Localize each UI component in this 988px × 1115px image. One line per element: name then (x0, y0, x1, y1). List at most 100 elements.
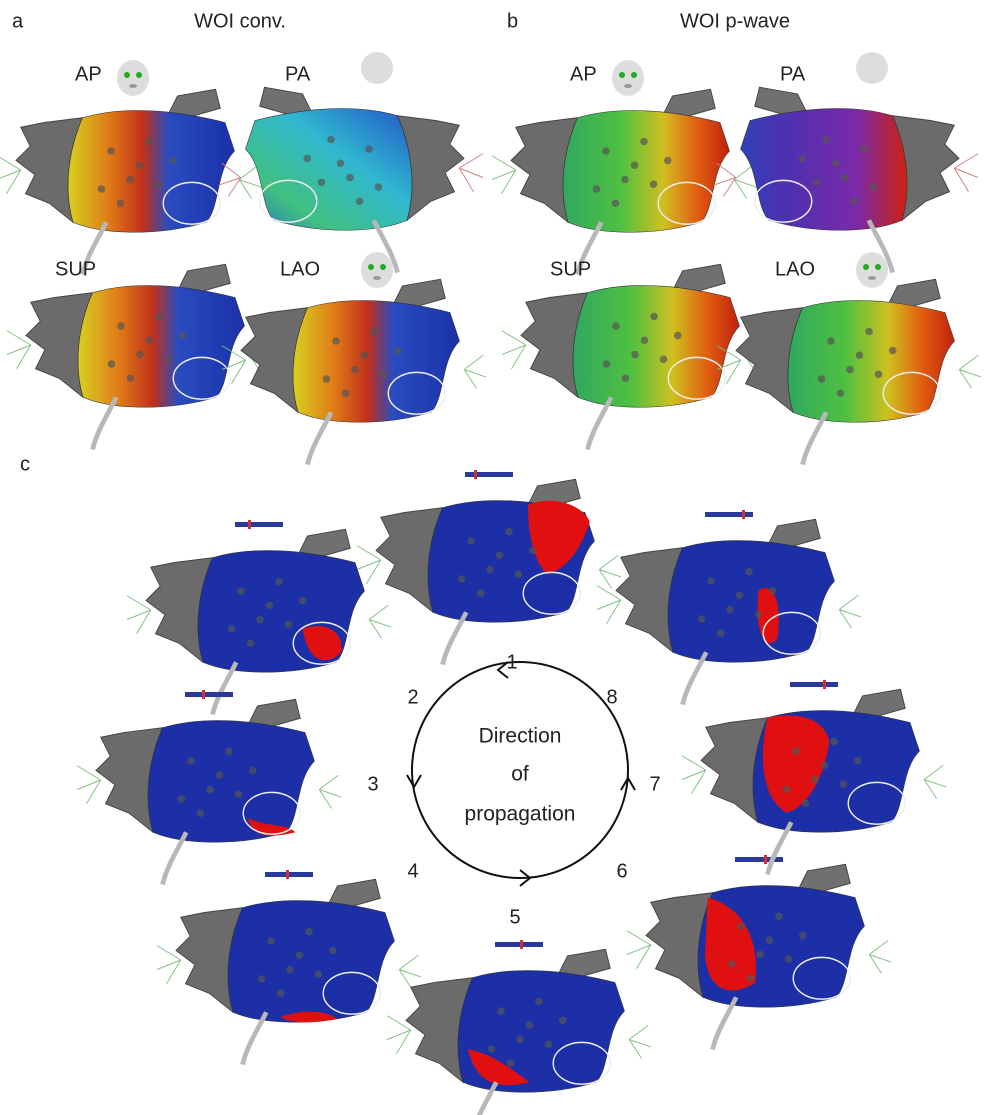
catheter (93, 397, 117, 449)
label: Direction (479, 725, 562, 748)
scar-spot (303, 155, 311, 163)
mouth (129, 84, 137, 88)
scar-spot (621, 176, 629, 184)
orientation-face (856, 252, 888, 288)
scar-spot (380, 370, 388, 378)
catheter (308, 412, 332, 464)
atrium-map (7, 264, 271, 449)
catheter (683, 652, 707, 704)
scar-spot (516, 1036, 524, 1044)
scar-spot (136, 351, 144, 359)
catheter (803, 412, 827, 464)
scar-spot (840, 780, 848, 788)
scar-spot (206, 786, 214, 794)
label: 1 (506, 651, 517, 673)
scar-spot (329, 947, 337, 955)
atrium-body (68, 110, 234, 232)
scar-spot (165, 355, 173, 363)
scar-spot (755, 610, 763, 618)
atrium-map (387, 949, 651, 1115)
label: PA (285, 63, 311, 85)
scar-spot (179, 332, 187, 340)
scar-spot (225, 748, 233, 756)
timeline-bar (185, 692, 233, 697)
figure: aWOI conv.APPASUPLAObWOI p-waveAPPASUPLA… (0, 0, 988, 1115)
timeline-bar (705, 512, 753, 517)
scar-spot (660, 355, 668, 363)
scar-spot (351, 366, 359, 374)
page: {"panels": [ {"letter": "a", "title": "W… (0, 0, 988, 1115)
scar-spot (811, 776, 819, 784)
scar-spot (529, 547, 537, 555)
atrium-body (573, 285, 739, 407)
scar-spot (674, 332, 682, 340)
scar-spot (860, 145, 868, 153)
scar-spot (296, 951, 304, 959)
scar-spot (237, 587, 245, 595)
scar-spot (169, 157, 177, 165)
atrium-map (222, 279, 486, 464)
timeline-marker (520, 940, 523, 949)
scar-spot (256, 616, 264, 624)
scar-spot (785, 955, 793, 963)
eye (124, 72, 130, 78)
scar-spot (145, 138, 153, 146)
orientation-head (856, 52, 888, 84)
label: 6 (616, 860, 627, 882)
timeline-marker (764, 855, 767, 864)
label: 2 (407, 686, 418, 708)
atrium-map (77, 699, 341, 884)
orientation-head (361, 52, 393, 84)
scar-spot (745, 568, 753, 576)
atrium-map (357, 479, 621, 664)
timeline-marker (248, 520, 251, 529)
orientation-face (117, 60, 149, 96)
catheter (768, 822, 792, 874)
scar-spot (854, 757, 862, 765)
orientation-face (361, 252, 393, 288)
scar-spot (277, 989, 285, 997)
scar-spot (394, 347, 402, 355)
mouth (624, 84, 632, 88)
scar-spot (375, 183, 383, 191)
atrium-map (127, 529, 391, 714)
scar-spot (875, 370, 883, 378)
scar-spot (285, 620, 293, 628)
atrium-body (228, 900, 394, 1022)
scar-spot (458, 575, 466, 583)
scar-spot (266, 601, 274, 609)
atrium-map (682, 689, 946, 874)
scar-spot (286, 966, 294, 974)
scar-spot (136, 161, 144, 169)
scar-spot (275, 578, 283, 586)
label: 7 (649, 773, 660, 795)
scar-spot (603, 360, 611, 368)
scar-spot (486, 566, 494, 574)
scar-spot (783, 785, 791, 793)
timeline-bar (465, 472, 513, 477)
atrium-body (198, 550, 364, 672)
catheter (213, 662, 237, 714)
scar-spot (477, 589, 485, 597)
scar-spot (467, 537, 475, 545)
scar-spot (496, 551, 504, 559)
eye (863, 264, 869, 270)
scar-spot (821, 761, 829, 769)
scar-spot (267, 937, 275, 945)
label: WOI p-wave (680, 10, 790, 32)
scar-spot (535, 998, 543, 1006)
scar-spot (612, 199, 620, 207)
scar-spot (545, 1040, 553, 1048)
scar-spot (737, 922, 745, 930)
atrium-map (157, 879, 421, 1064)
timeline-marker (286, 870, 289, 879)
scar-spot (602, 147, 610, 155)
scar-spot (107, 147, 115, 155)
scar-spot (249, 767, 257, 775)
atrium-map (502, 264, 766, 449)
scar-spot (258, 975, 266, 983)
scar-spot (622, 374, 630, 382)
scar-spot (664, 157, 672, 165)
scar-spot (126, 176, 134, 184)
atrium-body (78, 285, 244, 407)
